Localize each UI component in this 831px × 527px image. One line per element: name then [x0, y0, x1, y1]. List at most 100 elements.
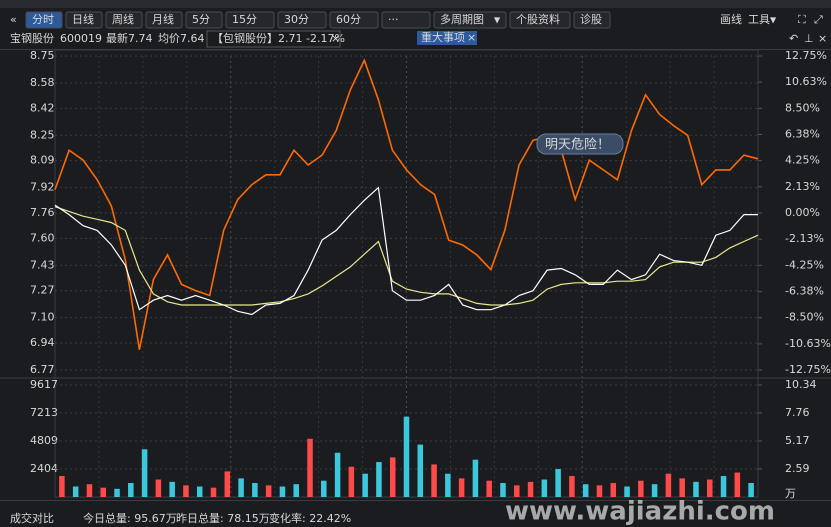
volume-bar: [59, 476, 65, 497]
volume-bar: [638, 480, 644, 497]
tool-label[interactable]: 工具: [748, 13, 770, 26]
tab-button[interactable]: [381, 11, 431, 29]
watermark: www.wajiazhi.com: [505, 497, 775, 527]
footer-today: 今日总量: 95.67万: [83, 511, 177, 525]
y-tick-label: 7213: [30, 406, 58, 419]
y-tick-label: 8.25: [30, 128, 55, 141]
volume-bar: [155, 479, 162, 497]
tab-button[interactable]: [433, 11, 507, 29]
events-button[interactable]: [417, 31, 477, 45]
y-tick-label: 8.42: [30, 101, 55, 114]
volume-bar: [196, 486, 203, 497]
close-icon[interactable]: ×: [818, 32, 827, 45]
y-tick-label: 8.09: [30, 154, 55, 167]
expand-icon[interactable]: ⤢: [814, 13, 823, 26]
volume-bar: [624, 486, 630, 497]
y2-tick-label: 0.00%: [785, 206, 820, 219]
y2-unit: 万: [785, 487, 796, 500]
y2-tick-label: 7.76: [785, 406, 810, 419]
volume-bar: [569, 476, 575, 497]
volume-bar: [293, 484, 299, 497]
y2-tick-label: 8.50%: [785, 101, 820, 114]
volume-bar: [100, 487, 107, 497]
volume-bar: [265, 485, 272, 497]
y2-tick-label: -2.13%: [785, 232, 824, 245]
y-tick-label: 9617: [30, 378, 58, 391]
volume-bar: [665, 473, 672, 497]
volume-bar: [500, 483, 506, 497]
tab-button[interactable]: [573, 11, 611, 29]
dropdown-arrow: ▼: [494, 16, 501, 25]
tab-button[interactable]: [277, 11, 327, 29]
volume-bar: [334, 452, 341, 497]
y2-tick-label: 6.38%: [785, 127, 820, 140]
tab-label: 多周期图: [440, 12, 484, 26]
volume-bar: [403, 416, 410, 497]
tab-label: 月线: [152, 12, 174, 26]
volume-bar: [279, 486, 286, 497]
tab-label: 15分: [232, 13, 257, 26]
close-compare[interactable]: ×: [331, 32, 340, 45]
tab-button[interactable]: [225, 11, 275, 29]
pin-icon[interactable]: ⊥: [804, 32, 814, 45]
tab-label: 日线: [72, 12, 94, 26]
volume-bar: [114, 488, 120, 497]
y2-tick-label: -10.63%: [785, 337, 831, 350]
tab-label: 30分: [284, 13, 309, 26]
y2-tick-label: 12.75%: [785, 49, 827, 62]
info-compare: 【包钢股份】2.71 -2.17%: [212, 32, 345, 45]
volume-bar: [679, 478, 685, 497]
y2-tick-label: 10.63%: [785, 75, 827, 88]
tab-button[interactable]: [185, 11, 223, 29]
y-tick-label: 7.10: [30, 311, 55, 324]
fullscreen-icon[interactable]: ⛶: [798, 13, 806, 26]
undo-icon[interactable]: ↶: [789, 32, 798, 45]
y2-tick-label: -6.38%: [785, 285, 824, 298]
tab-label: ···: [388, 13, 399, 26]
series-line: [54, 206, 759, 306]
close-events[interactable]: ×: [467, 31, 476, 44]
back-arrow[interactable]: «: [10, 13, 17, 26]
tab-button[interactable]: [329, 11, 379, 29]
volume-bar: [183, 485, 189, 497]
y-tick-label: 7.60: [30, 231, 55, 244]
tool-label[interactable]: 画线: [720, 12, 742, 26]
volume-bar: [610, 483, 617, 497]
tab-label: 诊股: [580, 12, 602, 26]
volume-bar: [458, 478, 465, 497]
annotation: 明天危险！: [545, 138, 610, 153]
tab-button[interactable]: [65, 11, 103, 29]
volume-bar: [72, 486, 79, 497]
volume-bar: [514, 485, 520, 497]
volume-bar: [389, 457, 396, 497]
tab-button[interactable]: [509, 11, 571, 29]
volume-bar: [252, 483, 258, 497]
y2-tick-label: -12.75%: [785, 363, 831, 376]
y-tick-label: 8.58: [30, 76, 55, 89]
y-tick-label: 8.75: [30, 49, 55, 62]
volume-bar: [210, 487, 217, 497]
volume-bar: [596, 485, 603, 497]
volume-bar: [445, 473, 451, 497]
volume-bar: [141, 449, 148, 497]
y-tick-label: 7.43: [30, 258, 55, 271]
y-tick-label: 2404: [30, 462, 58, 475]
tab-button[interactable]: [145, 11, 183, 29]
y2-tick-label: 4.25%: [785, 154, 820, 167]
volume-bar: [693, 481, 699, 497]
volume-bar: [348, 466, 355, 497]
volume-bar: [582, 484, 589, 497]
y2-tick-label: 2.13%: [785, 180, 820, 193]
volume-bar: [376, 462, 382, 497]
info-name: 宝钢股份: [10, 31, 54, 45]
tab-button[interactable]: [105, 11, 143, 29]
compare-box: [206, 30, 341, 48]
tab-button[interactable]: [25, 11, 63, 29]
volume-bar: [169, 481, 175, 497]
divider: [0, 500, 831, 501]
info-avg: 均价7.64: [158, 32, 205, 45]
volume-bar: [706, 479, 713, 497]
volume-bar: [541, 479, 548, 497]
y-tick-label: 4809: [30, 434, 58, 447]
